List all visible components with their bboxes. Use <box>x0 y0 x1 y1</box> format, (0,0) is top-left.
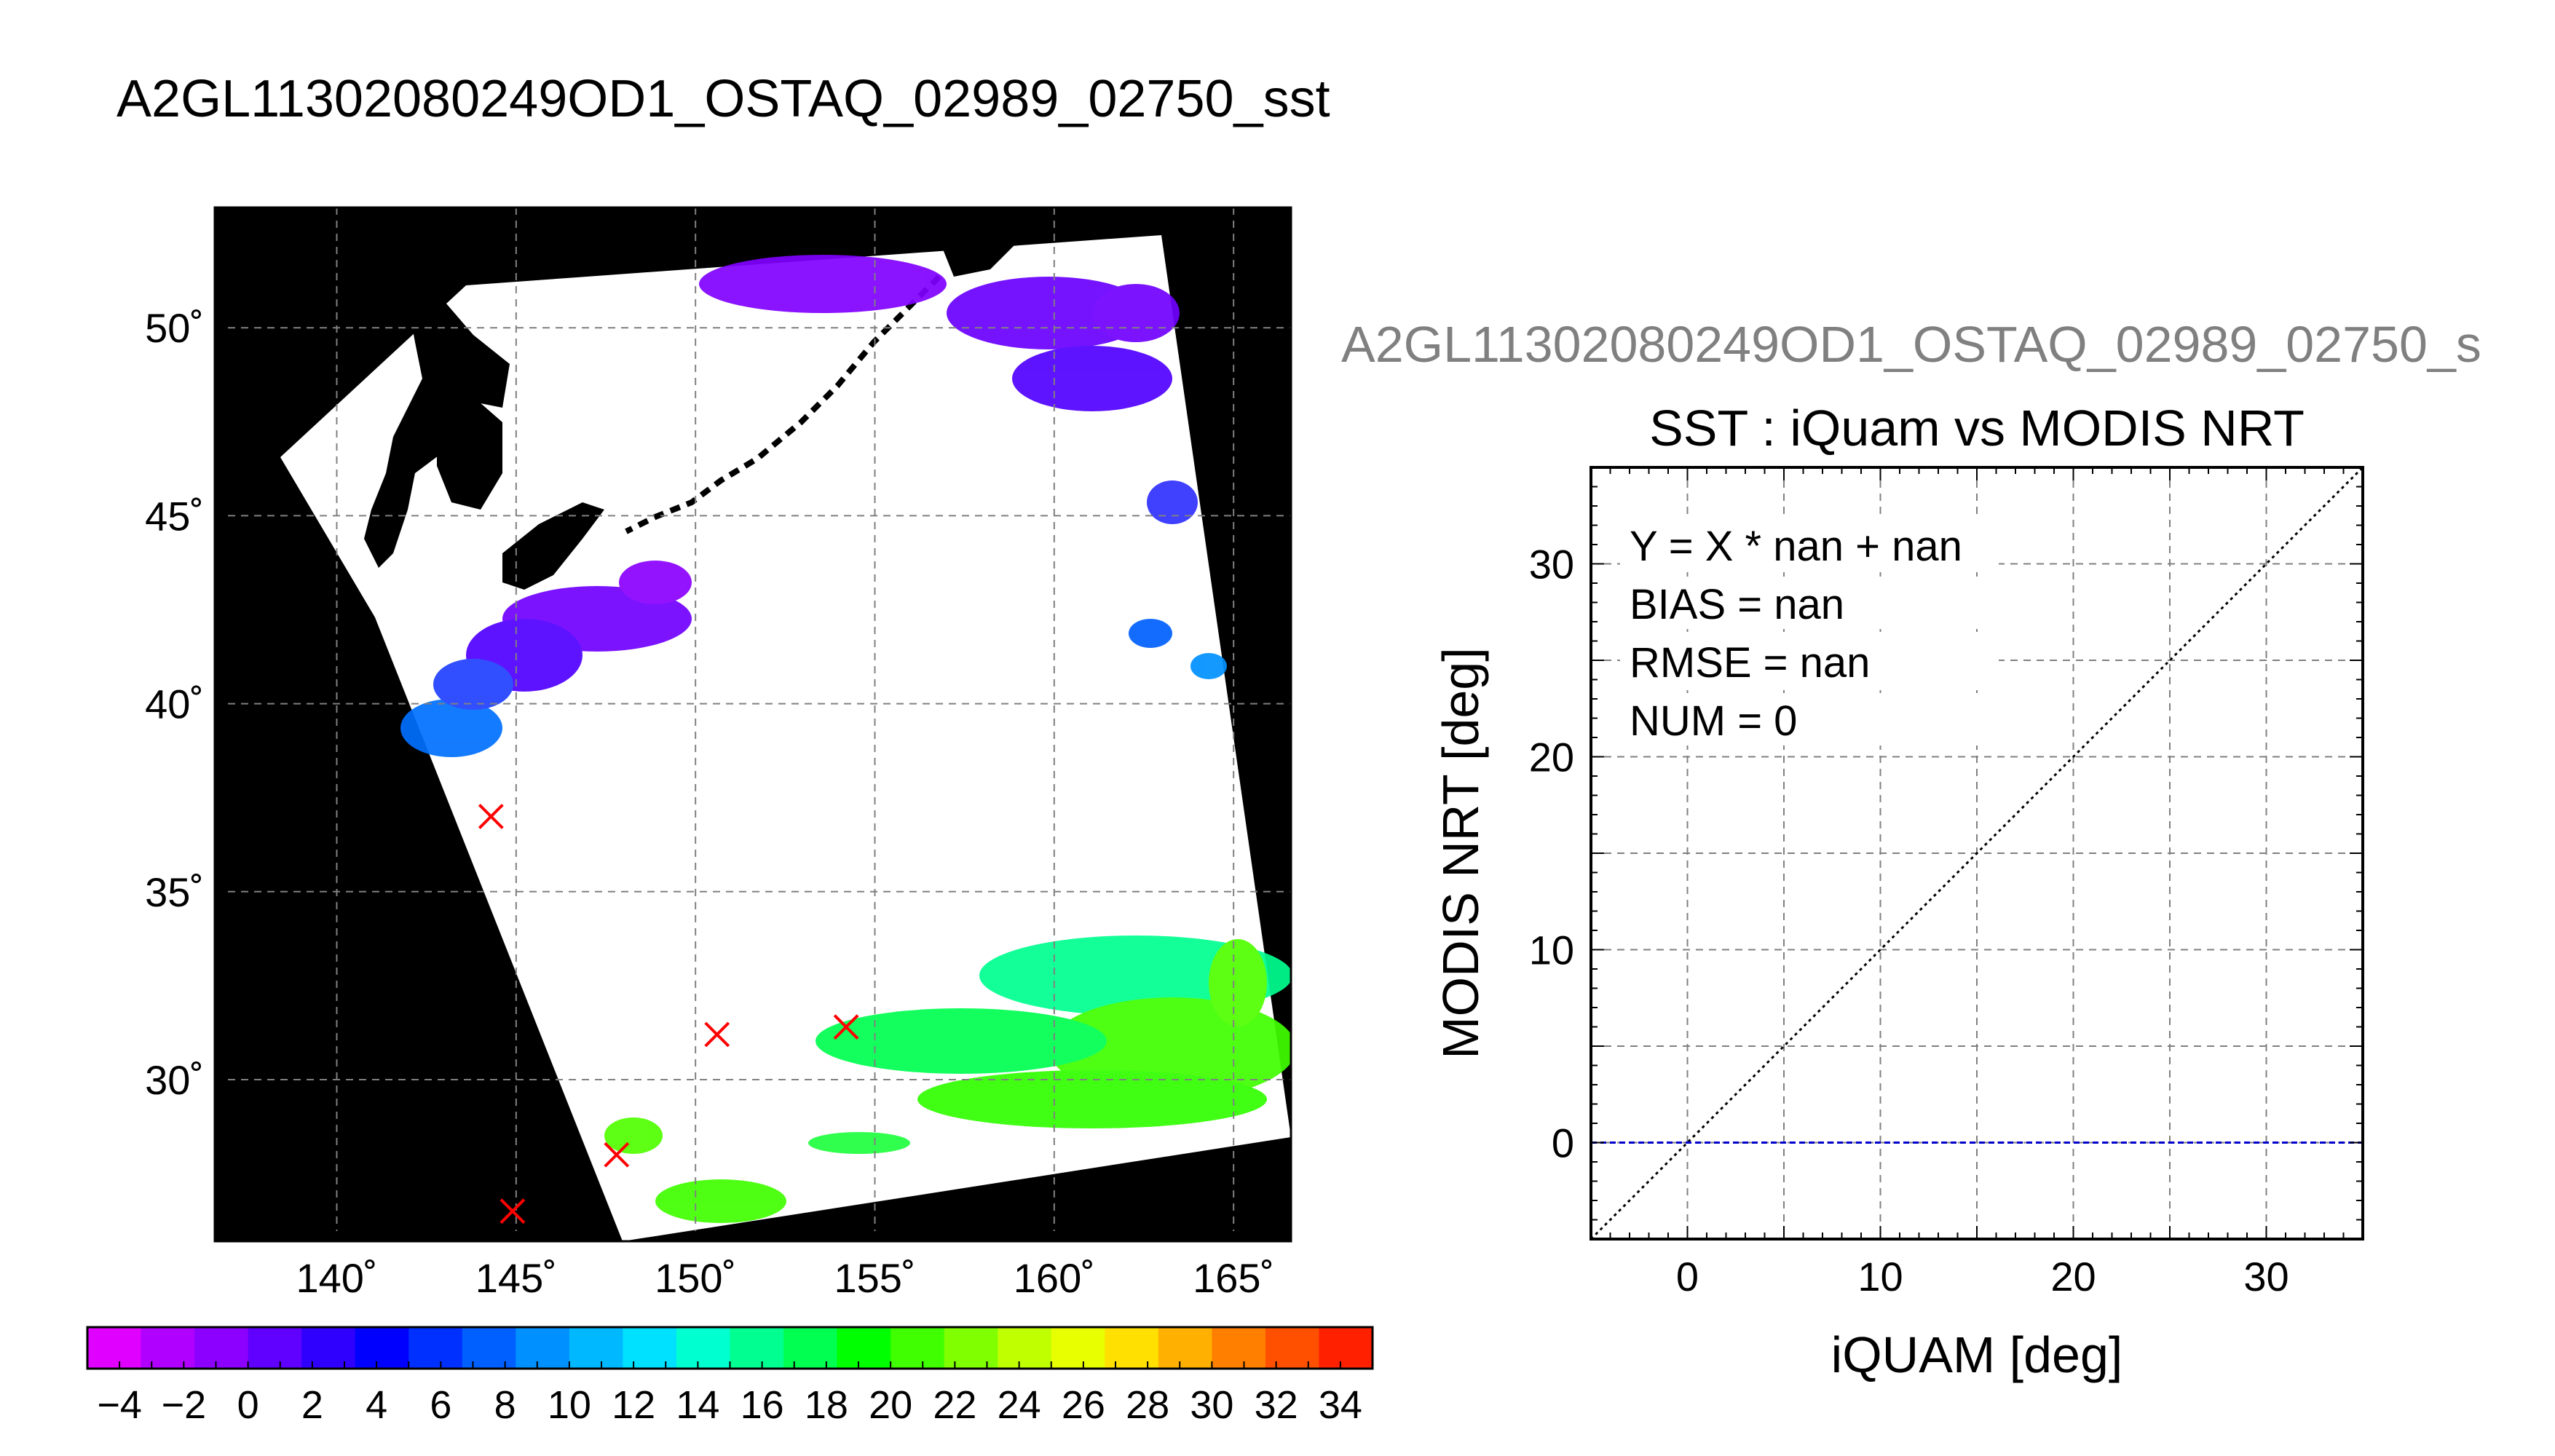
scatter-line-1:1 <box>1590 466 2364 1241</box>
figure-title: A2GL11302080249OD1_OSTAQ_02989_02750_sst <box>117 70 1330 128</box>
scatter-xlabel: iQUAM [deg] <box>1831 1326 2123 1383</box>
map-ytick-label: 50˚ <box>145 305 204 351</box>
colorbar-segment <box>891 1327 945 1369</box>
colorbar-label: 22 <box>933 1383 976 1427</box>
colorbar-segment <box>194 1327 249 1369</box>
colorbar-segment <box>1105 1327 1159 1369</box>
colorbar-label: 8 <box>494 1383 516 1427</box>
colorbar-label: 4 <box>366 1383 387 1427</box>
colorbar-segment <box>516 1327 570 1369</box>
colorbar-segment <box>301 1327 356 1369</box>
sst-data-patches <box>400 255 1291 1223</box>
map-frame <box>213 206 1292 1243</box>
scatter-stat-bg <box>1620 693 1999 745</box>
colorbar-label: 12 <box>612 1383 655 1427</box>
land-hokkaido <box>502 502 604 590</box>
colorbar-segment <box>87 1327 142 1369</box>
colorbar-segment <box>248 1327 302 1369</box>
scatter-xtick-label: 20 <box>2050 1254 2096 1299</box>
colorbar-label: 0 <box>237 1383 259 1427</box>
colorbar-label: −2 <box>162 1383 207 1427</box>
map-ytick-label: 30˚ <box>145 1057 204 1103</box>
colorbar-segment <box>944 1327 998 1369</box>
map-xtick-label: 145˚ <box>475 1255 557 1301</box>
colorbar-segment <box>623 1327 677 1369</box>
scatter-stat-bg <box>1620 518 1999 571</box>
map-xtick-label: 155˚ <box>834 1255 915 1301</box>
colorbar-segment <box>462 1327 516 1369</box>
colorbar: −4 −2 0 2 4 6 8 10 12 14 16 18 20 22 24 26 28 30 32 34 <box>86 1326 1374 1427</box>
colorbar-label: 10 <box>548 1383 591 1427</box>
map-xtick-label: 160˚ <box>1014 1255 1095 1301</box>
colorbar-segment <box>569 1327 623 1369</box>
colorbar-label: 16 <box>741 1383 784 1427</box>
map-grid <box>215 207 1291 1241</box>
scatter-ytick-label: 30 <box>1529 542 1574 587</box>
colorbar-label: 6 <box>430 1383 451 1427</box>
match-marker <box>833 1014 859 1040</box>
land-hokkaido-bay <box>437 397 502 510</box>
map-axes: 140˚ 145˚ 150˚ 155˚ 160˚ 165˚ 30˚ 35˚ 40˚ 45˚ 50˚ <box>145 305 1274 1301</box>
colorbar-segment <box>676 1327 730 1369</box>
colorbar-label: 34 <box>1319 1383 1362 1427</box>
sst-map: 140˚ 145˚ 150˚ 155˚ 160˚ 165˚ 30˚ 35˚ 40˚ 45˚ 50˚ <box>145 206 1292 1301</box>
colorbar-segment <box>998 1327 1052 1369</box>
scatter-lines <box>1590 466 2364 1241</box>
map-xtick-label: 140˚ <box>296 1255 377 1301</box>
scatter-stat: Y = X * nan + nan <box>1630 523 1962 570</box>
scatter-title: SST : iQuam vs MODIS NRT <box>1649 400 2305 456</box>
match-marker <box>604 1142 630 1168</box>
colorbar-segment <box>408 1327 463 1369</box>
scatter-stat: RMSE = nan <box>1630 639 1870 687</box>
map-ytick-label: 40˚ <box>145 681 204 727</box>
colorbar-label: 18 <box>805 1383 848 1427</box>
colorbar-label: 26 <box>1062 1383 1105 1427</box>
match-marker <box>704 1021 730 1048</box>
scatter-xtick-label: 10 <box>1857 1254 1903 1299</box>
colorbar-segment <box>730 1327 784 1369</box>
scatter-ylabel: MODIS NRT [deg] <box>1432 647 1489 1059</box>
map-markers <box>478 804 859 1224</box>
colorbar-segment <box>783 1327 838 1369</box>
colorbar-label: 30 <box>1190 1383 1233 1427</box>
scatter-xtick-label: 0 <box>1676 1254 1699 1299</box>
scatter-xtick-label: 30 <box>2243 1254 2289 1299</box>
colorbar-label: 28 <box>1126 1383 1169 1427</box>
colorbar-label: 24 <box>998 1383 1041 1427</box>
colorbar-label: 20 <box>869 1383 912 1427</box>
scatter-header: A2GL11302080249OD1_OSTAQ_02989_02750_s <box>1341 316 2481 373</box>
colorbar-segment <box>1051 1327 1105 1369</box>
scatter-stat: BIAS = nan <box>1630 581 1844 628</box>
match-marker <box>478 804 504 829</box>
colorbar-segment <box>1212 1327 1266 1369</box>
colorbar-label: −4 <box>97 1383 142 1427</box>
colorbar-segment <box>837 1327 891 1369</box>
scatter-ytick-label: 20 <box>1529 735 1574 780</box>
map-xtick-label: 165˚ <box>1193 1255 1274 1301</box>
colorbar-label: 2 <box>301 1383 323 1427</box>
scatter-stats: Y = X * nan + nan BIAS = nan RMSE = nan NUM… <box>1620 518 1999 745</box>
scatter-stat-bg <box>1620 635 1999 687</box>
colorbar-label: 32 <box>1255 1383 1298 1427</box>
colorbar-segment <box>355 1327 409 1369</box>
colorbar-segment <box>1319 1327 1373 1369</box>
scatter-stat-bg <box>1620 577 1999 629</box>
scatter-axes: 0 10 20 30 0 10 20 30 <box>1529 467 2364 1299</box>
land-kuril-islands <box>625 274 941 534</box>
scatter-ytick-label: 0 <box>1552 1120 1574 1166</box>
map-ytick-label: 45˚ <box>145 493 204 539</box>
match-marker <box>499 1198 526 1224</box>
scatter-plot: A2GL11302080249OD1_OSTAQ_02989_02750_s S… <box>1341 316 2481 1383</box>
colorbar-label: 14 <box>676 1383 719 1427</box>
colorbar-segment <box>141 1327 195 1369</box>
scatter-stat: NUM = 0 <box>1630 697 1797 745</box>
map-ytick-label: 35˚ <box>145 869 204 915</box>
map-xtick-label: 150˚ <box>655 1255 736 1301</box>
colorbar-segment <box>1158 1327 1212 1369</box>
colorbar-segment <box>1265 1327 1319 1369</box>
land-kamchatka <box>934 207 1030 277</box>
scatter-ytick-label: 10 <box>1529 927 1574 973</box>
